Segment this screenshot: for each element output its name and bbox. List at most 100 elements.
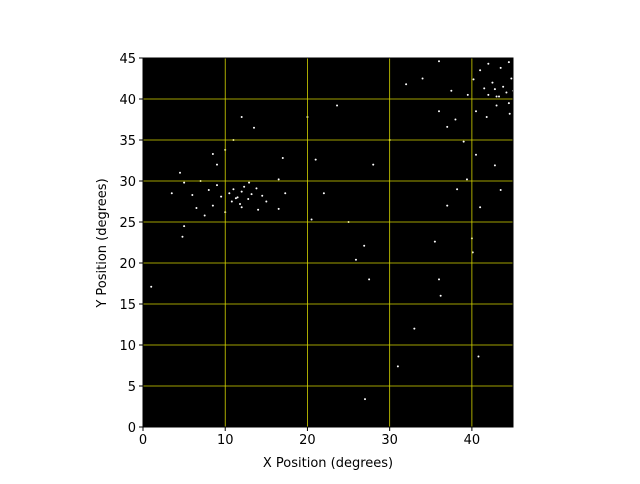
star [499, 189, 502, 192]
star [211, 204, 214, 207]
star [281, 157, 284, 160]
star [475, 153, 477, 156]
star [265, 200, 268, 203]
x-tick-label: 0 [139, 433, 147, 448]
x-tick-label: 30 [381, 433, 398, 448]
star [183, 225, 186, 228]
y-tick-label: 10 [119, 339, 136, 354]
star [438, 278, 440, 281]
star [454, 118, 457, 121]
star [250, 193, 253, 196]
star [502, 85, 505, 88]
star [220, 195, 223, 198]
star [284, 192, 287, 195]
star [248, 181, 251, 184]
star [413, 327, 416, 330]
y-tick-label: 45 [119, 52, 136, 67]
star [493, 164, 496, 167]
star [170, 192, 173, 195]
star [396, 365, 399, 368]
y-tick-label: 40 [119, 93, 136, 108]
star [191, 193, 194, 196]
star [277, 207, 280, 210]
star [211, 152, 214, 155]
star [234, 197, 237, 200]
star [508, 112, 511, 115]
star [228, 192, 231, 195]
star [472, 78, 475, 81]
star [239, 202, 242, 205]
star [181, 235, 184, 238]
y-tick-label: 30 [119, 175, 136, 190]
star [150, 285, 153, 288]
star [232, 188, 235, 191]
star [405, 83, 408, 86]
y-tick-label: 5 [128, 380, 136, 395]
star [495, 95, 498, 98]
star [507, 102, 510, 105]
star [203, 214, 206, 217]
star [261, 194, 264, 197]
star [462, 140, 465, 143]
star [183, 181, 186, 184]
star [310, 218, 313, 221]
star [247, 198, 250, 201]
star [465, 178, 468, 181]
y-tick-label: 25 [119, 216, 136, 231]
star [314, 158, 317, 161]
x-tick-label: 10 [217, 433, 234, 448]
star [446, 204, 449, 207]
star [230, 200, 233, 203]
star [493, 88, 496, 91]
star [507, 61, 510, 64]
star [456, 188, 459, 191]
star [364, 398, 366, 401]
star [354, 258, 357, 261]
star [240, 116, 243, 119]
star [421, 77, 424, 80]
star [240, 190, 243, 193]
star [363, 244, 366, 247]
y-tick-label: 15 [119, 298, 136, 313]
star [207, 189, 210, 192]
star [438, 110, 440, 113]
star [505, 91, 508, 94]
star [372, 163, 375, 166]
y-axis-label: Y Position (degrees) [95, 178, 110, 308]
star [216, 184, 218, 187]
star [495, 104, 498, 107]
star [446, 125, 449, 128]
y-tick-label: 20 [119, 257, 136, 272]
plot-frame [142, 57, 514, 428]
star [475, 110, 477, 113]
star [236, 196, 239, 199]
x-tick-label: 20 [299, 433, 316, 448]
star [450, 89, 453, 92]
star [253, 126, 255, 129]
star [485, 116, 488, 119]
star [322, 192, 325, 195]
star [479, 206, 482, 209]
star [255, 187, 258, 190]
star [257, 208, 260, 211]
star [466, 93, 469, 96]
star [479, 69, 482, 72]
star [179, 171, 181, 174]
star [487, 93, 490, 96]
x-tick-label: 40 [464, 433, 481, 448]
star [499, 66, 502, 69]
star [277, 178, 280, 181]
y-tick-label: 0 [128, 421, 136, 436]
star [368, 278, 371, 281]
star [216, 163, 218, 166]
star [433, 240, 436, 243]
x-axis-label: X Position (degrees) [263, 456, 393, 471]
star [491, 81, 494, 84]
star [483, 87, 486, 90]
star [498, 95, 501, 98]
star [195, 207, 198, 210]
star [477, 355, 480, 358]
star [510, 77, 513, 80]
star [487, 62, 490, 65]
